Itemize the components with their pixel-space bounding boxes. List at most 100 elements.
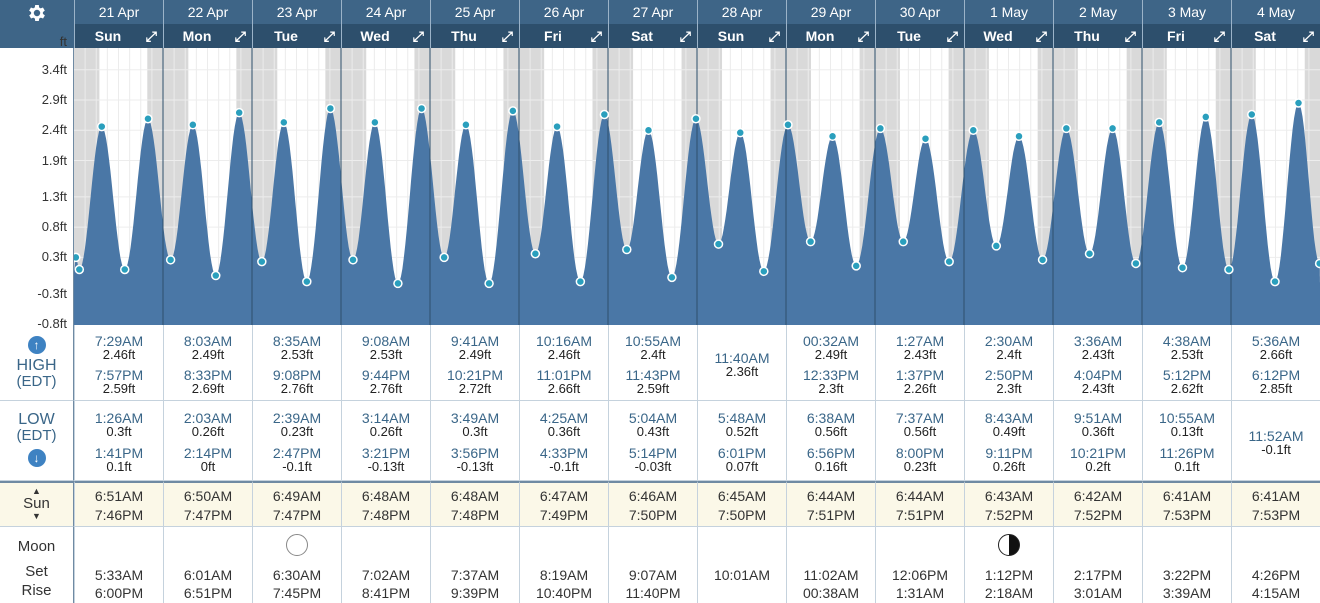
high-height: 2.53ft (280, 347, 314, 362)
day-expand-button[interactable]: Mon ⤢ (164, 24, 252, 48)
low-cell: 9:51AM 0.36ft 10:21PM 0.2ft (1053, 401, 1142, 481)
sunrise-time: 6:41AM (1162, 488, 1212, 504)
high-time: 10:55AM (624, 333, 682, 349)
moonset-time: 12:06PM (891, 567, 949, 583)
low-cell: 4:25AM 0.36ft 4:33PM -0.1ft (519, 401, 608, 481)
day-column-header: 27 Apr Sat ⤢ (608, 0, 697, 48)
high-height: 2.62ft (1170, 381, 1204, 396)
day-date: 28 Apr (698, 0, 786, 24)
day-name: Sat (631, 28, 653, 44)
high-cell: 9:41AM 2.49ft 10:21PM 2.72ft (430, 325, 519, 401)
high-height: 2.3ft (996, 381, 1022, 396)
day-expand-button[interactable]: Wed ⤢ (965, 24, 1053, 48)
moonset-time: 3:22PM (1162, 567, 1212, 583)
low-time: 4:33PM (539, 445, 589, 461)
sunrise-time: 6:48AM (450, 488, 500, 504)
tide-extreme-marker (783, 120, 793, 130)
tide-extreme-marker (188, 120, 198, 130)
low-height: -0.1ft (549, 459, 579, 474)
day-name: Fri (544, 28, 562, 44)
moonrise-time: 1:31AM (895, 585, 945, 601)
day-name: Fri (1167, 28, 1185, 44)
sun-cell: 6:48AM 7:48PM (341, 481, 430, 526)
day-expand-button[interactable]: Thu ⤢ (1054, 24, 1142, 48)
tide-extreme-marker (1201, 112, 1211, 122)
moon-cell: 10:01AM (697, 526, 786, 603)
day-name: Tue (274, 28, 298, 44)
low-cell: 3:14AM 0.26ft 3:21PM -0.13ft (341, 401, 430, 481)
day-name: Wed (360, 28, 390, 44)
high-height: 2.59ft (636, 381, 670, 396)
day-expand-button[interactable]: Fri ⤢ (520, 24, 608, 48)
low-height: 0.07ft (725, 459, 759, 474)
settings-button[interactable] (0, 0, 74, 48)
low-time: 11:52AM (1248, 428, 1304, 444)
tide-extreme-marker (713, 239, 724, 249)
moonrise-time: 3:39AM (1162, 585, 1212, 601)
tide-extreme-marker (759, 266, 769, 277)
moonset-time: 10:01AM (713, 567, 771, 583)
day-expand-button[interactable]: Sat ⤢ (609, 24, 697, 48)
low-time: 2:47PM (272, 445, 322, 461)
sun-label-cell: ▲ Sun ▼ (0, 481, 74, 526)
high-cell: 10:16AM 2.46ft 11:01PM 2.66ft (519, 325, 608, 401)
low-time: 5:48AM (717, 410, 767, 426)
sunset-time: 7:53PM (1251, 507, 1301, 523)
tide-extreme-marker (393, 278, 403, 289)
tide-extreme-marker (96, 121, 107, 132)
day-expand-button[interactable]: Thu ⤢ (431, 24, 519, 48)
tide-extreme-marker (1131, 258, 1141, 269)
moonrise-time: 10:40PM (535, 585, 593, 601)
day-expand-button[interactable]: Fri ⤢ (1143, 24, 1231, 48)
high-height: 2.66ft (1259, 347, 1293, 362)
day-expand-button[interactable]: Sat ⤢ (1232, 24, 1320, 48)
day-expand-button[interactable]: Tue ⤢ (253, 24, 341, 48)
expand-icon: ⤢ (1213, 28, 1225, 44)
day-column-header: 3 May Fri ⤢ (1142, 0, 1231, 48)
high-height: 2.49ft (814, 347, 848, 362)
sunrise-time: 6:47AM (539, 488, 589, 504)
tide-extreme-marker (827, 131, 838, 142)
moon-label: Moon (17, 538, 56, 555)
moonset-time: 1:12PM (984, 567, 1034, 583)
day-expand-button[interactable]: Tue ⤢ (876, 24, 964, 48)
tide-extreme-marker (165, 255, 176, 265)
y-tick-label: 2.4ft (41, 122, 67, 138)
tide-extreme-marker (1177, 262, 1188, 273)
low-cell: 3:49AM 0.3ft 3:56PM -0.13ft (430, 401, 519, 481)
high-cell: 10:55AM 2.4ft 11:43PM 2.59ft (608, 325, 697, 401)
high-height: 2.46ft (102, 347, 136, 362)
day-expand-button[interactable]: Mon ⤢ (787, 24, 875, 48)
high-time: 1:27AM (895, 333, 945, 349)
high-cell: 11:40AM 2.36ft (697, 325, 786, 401)
low-time: 8:00PM (895, 445, 945, 461)
tide-extreme-marker (1224, 264, 1234, 275)
day-name: Sun (717, 28, 745, 44)
tide-extreme-marker (370, 117, 380, 128)
low-time: 9:51AM (1073, 410, 1123, 426)
moon-cell: 6:01AM 6:51PM (163, 526, 252, 603)
high-time: 11:01PM (536, 367, 592, 383)
day-expand-button[interactable]: Sun ⤢ (75, 24, 163, 48)
up-arrow-icon: ↑ (27, 336, 46, 354)
high-time: 5:36AM (1251, 333, 1301, 349)
high-time: 5:12PM (1162, 367, 1212, 383)
day-expand-button[interactable]: Sun ⤢ (698, 24, 786, 48)
low-time: 1:41PM (94, 445, 144, 461)
low-height: 0.26ft (369, 424, 403, 439)
day-expand-button[interactable]: Wed ⤢ (342, 24, 430, 48)
day-date: 4 May (1232, 0, 1320, 24)
day-date: 24 Apr (342, 0, 430, 24)
low-cell: 7:37AM 0.56ft 8:00PM 0.23ft (875, 401, 964, 481)
moonrise-time: 2:18AM (984, 585, 1034, 601)
sunset-time: 7:47PM (183, 507, 233, 523)
low-height: 0ft (200, 459, 216, 474)
day-date: 22 Apr (164, 0, 252, 24)
moonset-time: 8:19AM (539, 567, 589, 583)
high-time: 9:08AM (361, 333, 411, 349)
sun-cell: 6:51AM 7:46PM (74, 481, 163, 526)
tide-extreme-marker (257, 256, 267, 267)
tide-extreme-marker (643, 125, 654, 135)
moon-set-label: Set (25, 563, 48, 580)
sunrise-time: 6:41AM (1251, 488, 1301, 504)
